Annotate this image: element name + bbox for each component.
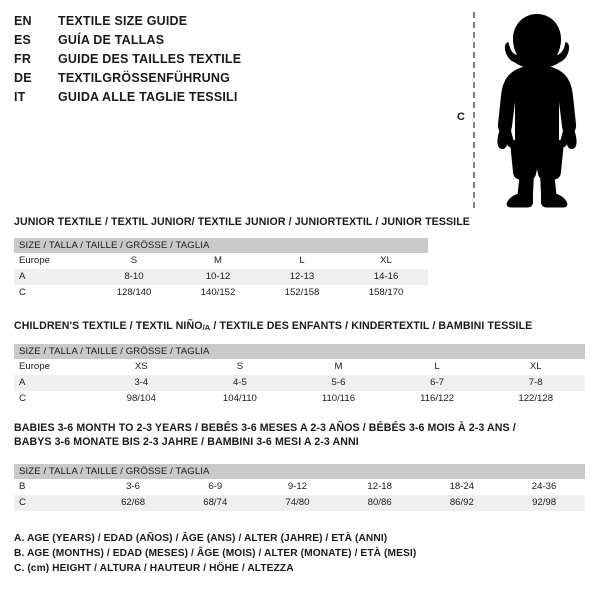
language-code: IT (14, 90, 26, 104)
size-header-cell: M (289, 359, 388, 375)
language-title: TEXTILE SIZE GUIDE (58, 14, 188, 28)
height-diagram: C (440, 8, 595, 208)
table-cell: 12-13 (260, 269, 344, 285)
table-row: C 62/68 68/74 74/80 80/86 86/92 92/98 (14, 495, 586, 511)
language-row-fr: FR GUIDE DES TAILLES TEXTILE (14, 52, 434, 71)
table-cell: 128/140 (92, 285, 176, 301)
legend-row-a: A. AGE (YEARS) / EDAD (AÑOS) / ÂGE (ANS)… (14, 533, 388, 544)
language-row-en: EN TEXTILE SIZE GUIDE (14, 14, 434, 33)
children-title-subscript: /A (202, 323, 211, 332)
size-header-cell: S (190, 359, 290, 375)
size-header-cell: L (260, 253, 344, 269)
table-cell: 62/68 (92, 495, 175, 511)
table-row: C 98/104 104/110 110/116 116/122 122/128 (14, 391, 586, 407)
row-label: B (14, 479, 92, 495)
table-cell: 122/128 (486, 391, 586, 407)
table-cell: 74/80 (256, 495, 339, 511)
table-cell: 7-8 (486, 375, 586, 391)
babies-section-title-line2: BABYS 3-6 MONATE BIS 2-3 JAHRE / BAMBINI… (14, 436, 359, 448)
table-cell: 10-12 (176, 269, 260, 285)
babies-section-title-line1: BABIES 3-6 MONTH TO 2-3 YEARS / BEBÉS 3-… (14, 422, 516, 434)
table-cell: 6-7 (387, 375, 487, 391)
table-band-row: SIZE / TALLA / TAILLE / GRÖSSE / TAGLIA (14, 238, 429, 253)
size-header-cell: M (176, 253, 260, 269)
table-cell: 104/110 (190, 391, 290, 407)
toddler-silhouette-icon (497, 14, 577, 208)
row-label: C (14, 495, 92, 511)
language-code: FR (14, 52, 32, 66)
language-code: EN (14, 14, 32, 28)
table-cell: 68/74 (174, 495, 257, 511)
table-cell: 3-4 (92, 375, 191, 391)
row-label: C (14, 285, 92, 301)
size-header-cell: XL (344, 253, 429, 269)
size-header-cell: L (387, 359, 487, 375)
row-label: Europe (14, 359, 92, 375)
table-cell: 14-16 (344, 269, 429, 285)
table-row: A 8-10 10-12 12-13 14-16 (14, 269, 429, 285)
language-title: TEXTILGRÖSSENFÜHRUNG (58, 71, 231, 85)
children-title-part2: / TEXTILE DES ENFANTS / KINDERTEXTIL / B… (210, 320, 533, 332)
size-header-cell: XS (92, 359, 191, 375)
table-cell: 3-6 (92, 479, 175, 495)
table-cell: 86/92 (420, 495, 503, 511)
legend-row-c: C. (cm) HEIGHT / ALTURA / HAUTEUR / HÖHE… (14, 563, 294, 574)
language-code: DE (14, 71, 32, 85)
measurement-legend: A. AGE (YEARS) / EDAD (AÑOS) / ÂGE (ANS)… (14, 531, 444, 576)
language-code: ES (14, 33, 32, 47)
table-cell: 152/158 (260, 285, 344, 301)
junior-section-title: JUNIOR TEXTILE / TEXTIL JUNIOR/ TEXTILE … (14, 216, 470, 228)
children-section-title: CHILDREN'S TEXTILE / TEXTIL NIÑO/A / TEX… (14, 320, 532, 333)
language-row-it: IT GUIDA ALLE TAGLIE TESSILI (14, 90, 434, 109)
language-title: GUÍA DE TALLAS (58, 33, 165, 47)
language-row-es: ES GUÍA DE TALLAS (14, 33, 434, 52)
table-row: B 3-6 6-9 9-12 12-18 18-24 24-36 (14, 479, 586, 495)
children-band-label: SIZE / TALLA / TAILLE / GRÖSSE / TAGLIA (14, 344, 586, 359)
table-cell: 24-36 (502, 479, 586, 495)
table-cell: 6-9 (174, 479, 257, 495)
legend-row-b: B. AGE (MONTHS) / EDAD (MESES) / ÂGE (MO… (14, 548, 417, 559)
table-row-header: Europe XS S M L XL (14, 359, 586, 375)
row-label: Europe (14, 253, 92, 269)
table-cell: 116/122 (387, 391, 487, 407)
language-title: GUIDA ALLE TAGLIE TESSILI (58, 90, 238, 104)
table-cell: 18-24 (420, 479, 503, 495)
size-header-cell: XL (486, 359, 586, 375)
table-cell: 110/116 (289, 391, 388, 407)
table-cell: 8-10 (92, 269, 176, 285)
table-band-row: SIZE / TALLA / TAILLE / GRÖSSE / TAGLIA (14, 464, 586, 479)
table-cell: 5-6 (289, 375, 388, 391)
table-row-header: Europe S M L XL (14, 253, 429, 269)
row-label: C (14, 391, 92, 407)
height-measure-label: C (457, 111, 465, 123)
table-cell: 92/98 (502, 495, 586, 511)
row-label: A (14, 269, 92, 285)
table-row: A 3-4 4-5 5-6 6-7 7-8 (14, 375, 586, 391)
babies-size-table: SIZE / TALLA / TAILLE / GRÖSSE / TAGLIA … (14, 464, 586, 511)
height-measure-dashed-line (473, 12, 475, 208)
row-label: A (14, 375, 92, 391)
children-title-part1: CHILDREN'S TEXTILE / TEXTIL NIÑO (14, 320, 203, 332)
table-cell: 98/104 (92, 391, 191, 407)
children-size-table: SIZE / TALLA / TAILLE / GRÖSSE / TAGLIA … (14, 344, 586, 407)
table-cell: 140/152 (176, 285, 260, 301)
table-cell: 9-12 (256, 479, 339, 495)
language-row-de: DE TEXTILGRÖSSENFÜHRUNG (14, 71, 434, 90)
size-header-cell: S (92, 253, 176, 269)
babies-band-label: SIZE / TALLA / TAILLE / GRÖSSE / TAGLIA (14, 464, 586, 479)
language-title: GUIDE DES TAILLES TEXTILE (58, 52, 242, 66)
junior-band-label: SIZE / TALLA / TAILLE / GRÖSSE / TAGLIA (14, 238, 429, 253)
table-cell: 12-18 (338, 479, 421, 495)
table-row: C 128/140 140/152 152/158 158/170 (14, 285, 429, 301)
table-band-row: SIZE / TALLA / TAILLE / GRÖSSE / TAGLIA (14, 344, 586, 359)
language-title-list: EN TEXTILE SIZE GUIDE ES GUÍA DE TALLAS … (14, 14, 434, 109)
table-cell: 80/86 (338, 495, 421, 511)
table-cell: 4-5 (190, 375, 290, 391)
table-cell: 158/170 (344, 285, 429, 301)
junior-size-table: SIZE / TALLA / TAILLE / GRÖSSE / TAGLIA … (14, 238, 429, 301)
